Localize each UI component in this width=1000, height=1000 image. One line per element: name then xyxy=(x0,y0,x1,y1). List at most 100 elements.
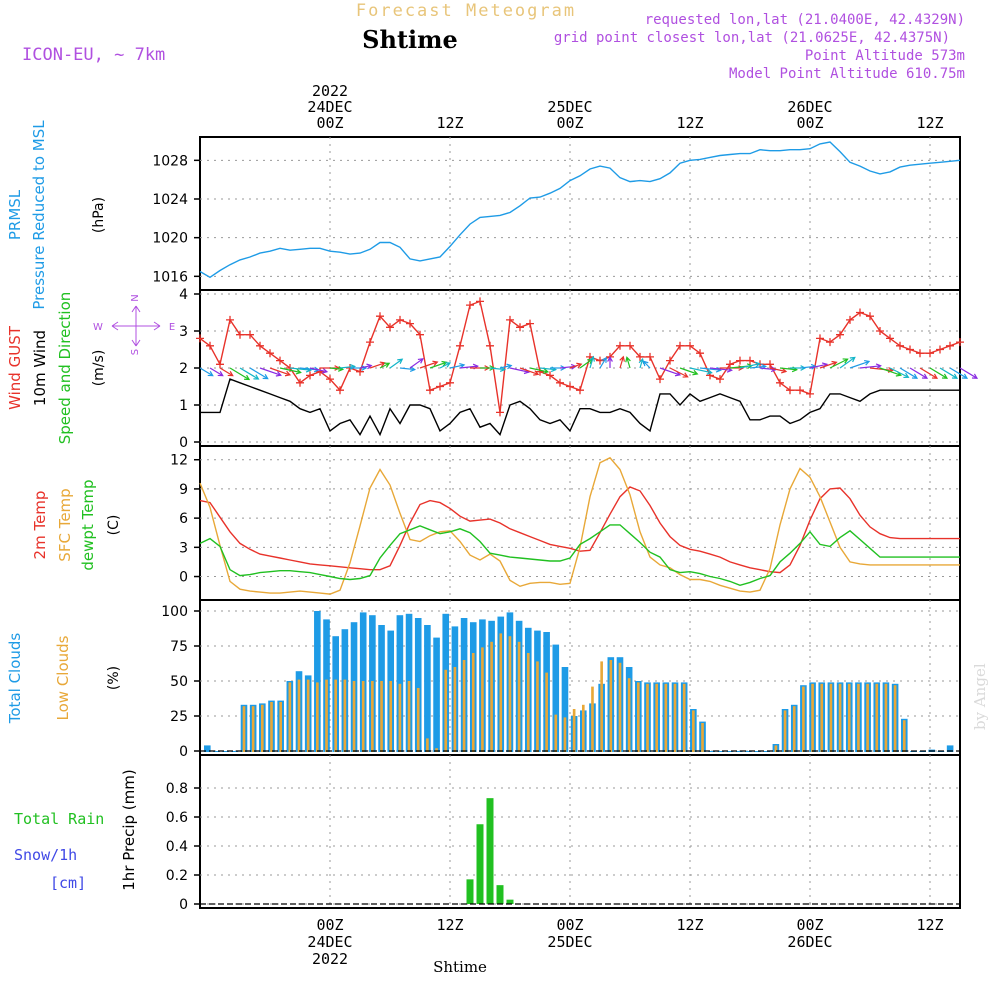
wind-arrow xyxy=(639,358,644,369)
wind-arrow-head xyxy=(459,362,466,369)
low-cloud-bar xyxy=(646,683,649,752)
y-tick-label: 1 xyxy=(179,398,188,414)
wind-arrow xyxy=(619,356,624,369)
low-cloud-bar xyxy=(526,653,530,752)
wind-arrow xyxy=(489,367,505,371)
wind-arrow-head xyxy=(432,360,439,367)
wind-arrow xyxy=(799,365,816,369)
y-tick-label: 9 xyxy=(179,482,188,498)
wind-arrow-head xyxy=(361,365,368,371)
gust-marker xyxy=(786,386,794,395)
low-cloud-bar xyxy=(581,704,585,752)
wind-arrow xyxy=(509,367,529,373)
wind-arrow-head xyxy=(682,372,689,378)
gust-marker xyxy=(746,356,754,365)
wind-arrow-head xyxy=(576,362,583,369)
gust-marker xyxy=(666,356,674,365)
panel-frame xyxy=(199,754,961,909)
gust-marker xyxy=(886,334,894,343)
low-cloud-bar xyxy=(462,660,466,752)
wind-arrow xyxy=(849,360,870,369)
clouds-ylabel: Low Clouds xyxy=(54,635,72,720)
time-label: 26DEC xyxy=(787,933,832,951)
wind-unit: (m/s) xyxy=(91,350,107,387)
gust-marker xyxy=(476,297,484,306)
wind-arrow-head xyxy=(754,361,761,368)
gust-marker xyxy=(626,341,634,350)
y-tick-label: 1020 xyxy=(152,231,188,247)
wind-arrow xyxy=(659,367,681,376)
gust-marker xyxy=(716,375,724,384)
low-cloud-bar xyxy=(838,683,842,752)
time-label: 00Z xyxy=(316,916,343,934)
wind-arrow xyxy=(859,365,881,369)
prmsl-line xyxy=(199,141,961,279)
low-cloud-bar xyxy=(563,717,567,752)
wind-arrow xyxy=(379,362,390,369)
wind-arrow xyxy=(249,367,268,380)
gust-marker xyxy=(366,338,374,347)
low-cloud-bar xyxy=(481,647,484,752)
gust-marker xyxy=(546,371,554,380)
wind-arrow xyxy=(819,361,837,369)
low-cloud-bar xyxy=(682,683,686,752)
gust-marker xyxy=(406,319,414,328)
gust-marker xyxy=(236,330,244,339)
wind-arrow-head xyxy=(706,368,713,375)
time-label: 12Z xyxy=(436,114,463,132)
gridpoint-coords: grid point closest lon,lat (21.0625E, 42… xyxy=(554,30,950,46)
low-cloud-bar xyxy=(270,702,273,752)
low-cloud-bar xyxy=(609,660,613,752)
wind-arrow-head xyxy=(244,374,251,381)
wind-arrow-head xyxy=(875,363,882,370)
wind-arrow-head xyxy=(781,367,788,374)
gust-marker xyxy=(216,360,224,369)
compass-icon: N S W E xyxy=(93,294,175,355)
gust-marker xyxy=(576,386,584,395)
time-label: 00Z xyxy=(556,114,583,132)
gust-marker xyxy=(396,315,404,324)
low-cloud-bar xyxy=(380,681,383,752)
wind-arrow-head xyxy=(931,373,939,379)
total-cloud-bar xyxy=(433,637,440,752)
gust-marker xyxy=(556,378,564,387)
wind-arrow-head xyxy=(601,356,607,363)
time-label: 12Z xyxy=(916,916,943,934)
wind-arrow xyxy=(229,367,250,380)
gust-marker xyxy=(936,345,944,354)
low-cloud-bar xyxy=(536,661,539,752)
wind-arrow-head xyxy=(253,374,260,380)
y-tick-label: 6 xyxy=(179,511,188,527)
gust-marker xyxy=(516,323,524,332)
low-cloud-bar xyxy=(673,683,677,752)
model-altitude: Model Point Altitude 610.75m xyxy=(729,66,965,82)
gust-marker xyxy=(446,378,454,387)
gust-marker xyxy=(336,386,344,395)
time-label: 12Z xyxy=(676,916,703,934)
gust-marker xyxy=(566,382,574,391)
low-cloud-bar xyxy=(297,679,301,752)
wind-arrow-head xyxy=(589,355,595,362)
wind-arrow-head xyxy=(864,359,871,366)
wind-panel: 0 1 2 3 4 Wind GUST 10m Wind Speed and Directio… xyxy=(6,287,979,451)
total-cloud-bar xyxy=(396,615,404,752)
wind-arrow xyxy=(389,358,403,369)
low-cloud-bar xyxy=(288,682,292,752)
wind-arrow-head xyxy=(542,368,550,374)
wind-arrow-head xyxy=(911,373,919,379)
gust-marker xyxy=(596,356,604,365)
gust-marker xyxy=(836,330,844,339)
low-cloud-bar xyxy=(600,661,603,752)
rain-bar xyxy=(506,899,514,904)
low-cloud-bar xyxy=(416,688,420,752)
wind-arrow-head xyxy=(397,358,404,365)
location-title: Shtime xyxy=(362,25,458,54)
watermark: by Angel xyxy=(971,663,989,730)
total-cloud-bar xyxy=(763,751,771,752)
gust-marker xyxy=(956,338,964,347)
wind-arrow xyxy=(539,367,556,371)
y-tick-label: 0 xyxy=(179,744,188,760)
